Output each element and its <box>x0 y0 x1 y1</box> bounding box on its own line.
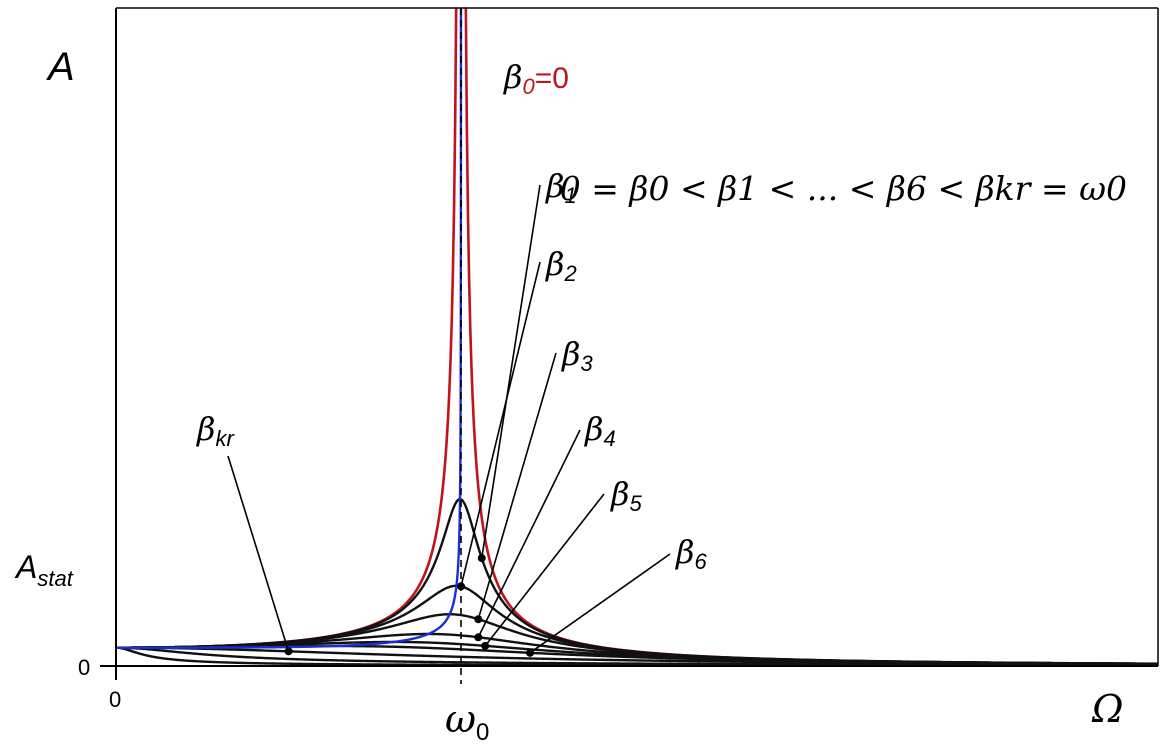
leader-line-1 <box>480 184 541 559</box>
leader-dot-4 <box>474 633 483 642</box>
label-betakr: βkr <box>196 410 236 451</box>
leader-line-6 <box>529 553 671 654</box>
leader-dot-kr <box>284 647 293 656</box>
omega0-tick-label: ω0 <box>445 697 489 746</box>
beta4-symbol: β <box>584 410 604 448</box>
omega0-symbol: ω <box>445 697 476 741</box>
axes-layer <box>100 7 1159 684</box>
leader-line-3 <box>477 352 557 620</box>
label-beta4: β4 <box>584 410 616 451</box>
leader-dot-5 <box>481 641 490 650</box>
beta2-sub: 2 <box>564 261 577 286</box>
beta0-sub: 0 <box>523 74 536 99</box>
curves-layer <box>116 8 1158 666</box>
astat-main: A <box>14 549 37 585</box>
beta3-sub: 3 <box>581 351 594 376</box>
leader-line-2 <box>460 261 541 587</box>
beta6-sub: 6 <box>695 549 708 574</box>
x-axis-label: Ω <box>1091 687 1124 731</box>
leader-line-5 <box>484 493 605 647</box>
leader-dot-6 <box>526 648 535 657</box>
y-axis-label: A <box>46 45 75 89</box>
beta1-sub: 1 <box>565 183 577 208</box>
beta5-sub: 5 <box>630 491 643 516</box>
leader-line-kr <box>227 455 290 652</box>
label-beta1: β1 <box>545 167 577 208</box>
beta1-symbol: β <box>545 167 565 205</box>
leader-lines-layer <box>227 184 671 657</box>
series-line-00 <box>116 8 1158 666</box>
beta3-symbol: β <box>561 335 581 373</box>
beta5-symbol: β <box>610 475 630 513</box>
label-beta0: β0=0 <box>503 58 569 99</box>
series-line-1 <box>116 497 1158 665</box>
y-zero-tick-label: 0 <box>78 655 90 680</box>
beta6-symbol: β <box>675 533 695 571</box>
leader-dot-3 <box>474 615 483 624</box>
resonance-locus-line <box>116 8 463 649</box>
beta0-symbol: β <box>503 58 523 96</box>
beta2-symbol: β <box>545 245 565 283</box>
x-zero-tick-label: 0 <box>109 687 121 712</box>
astat-tick-label: Astat <box>14 549 74 591</box>
astat-sub: stat <box>37 566 73 591</box>
beta4-sub: 4 <box>604 426 616 451</box>
label-beta3: β3 <box>561 335 594 376</box>
label-beta6: β6 <box>675 533 708 574</box>
label-beta5: β5 <box>610 475 643 516</box>
leader-dot-2 <box>457 582 466 591</box>
leader-line-4 <box>477 429 581 638</box>
leader-dot-1 <box>477 554 486 563</box>
label-beta2: β2 <box>545 245 577 286</box>
beta0-suffix: =0 <box>535 62 569 95</box>
omega0-sub: 0 <box>476 719 489 746</box>
inequality-annotation: 0 = β0 < β1 < ... < β6 < βkr = ω0 <box>560 169 1127 208</box>
betakr-sub: kr <box>216 426 236 451</box>
betakr-symbol: β <box>196 410 216 448</box>
